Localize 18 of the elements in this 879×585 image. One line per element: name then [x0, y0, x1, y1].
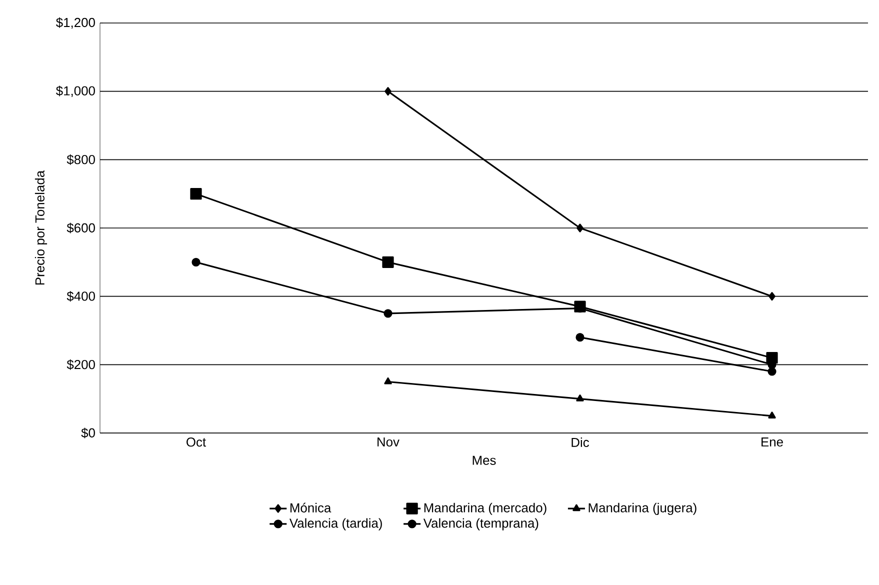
y-tick-label: $400: [66, 291, 95, 302]
y-tick-label: $800: [66, 154, 95, 165]
y-axis-title: Precio por Tonelada: [34, 170, 48, 285]
x-axis-title: Mes: [472, 456, 496, 465]
x-tick-label: Nov: [378, 438, 400, 447]
legend-label: Mónica: [290, 502, 332, 512]
y-tick-label: $600: [66, 222, 95, 234]
y-tick-label: $1,000: [56, 86, 95, 97]
y-tick-label: $200: [66, 359, 95, 370]
legend-label: Valencia (tardia): [289, 518, 382, 530]
y-tick-label: $1,200: [56, 17, 95, 29]
legend-label: Mandarina (mercado): [424, 502, 546, 515]
y-tick-label: $0: [81, 428, 95, 438]
x-tick-label: Oct: [186, 438, 206, 447]
x-tick-label: Ene: [762, 438, 783, 447]
legend-label: Mandarina (jugera): [588, 502, 696, 515]
legend-label: Valencia (temprana): [423, 518, 538, 530]
x-tick-label: Dic: [572, 438, 590, 448]
